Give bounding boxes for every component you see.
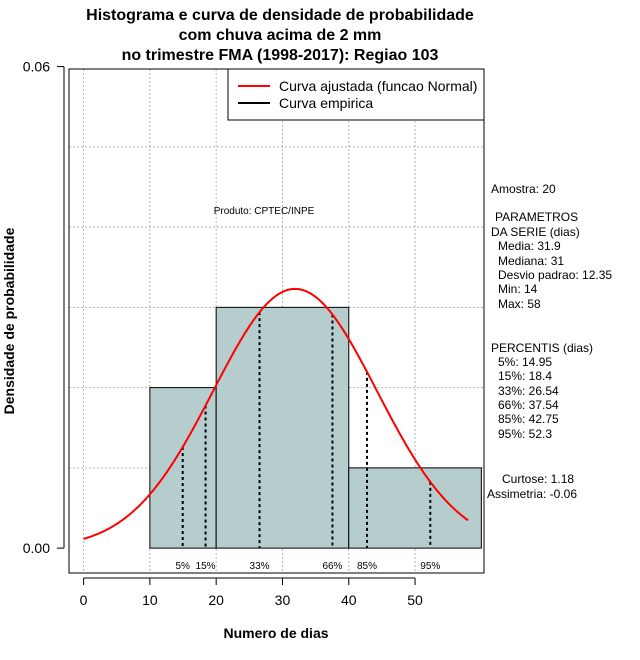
histogram-bar-3 bbox=[348, 467, 482, 549]
side-max: Max: 58 bbox=[498, 297, 541, 311]
title-line-2: com chuva acima de 2 mm bbox=[178, 27, 382, 44]
bar-layer bbox=[149, 306, 482, 549]
y-tick-label-1: 0.06 bbox=[23, 59, 50, 75]
side-desvio: Desvio padrao: 12.35 bbox=[498, 268, 613, 282]
percentile-label-5: 5% bbox=[175, 561, 190, 572]
percentile-label-15: 15% bbox=[196, 561, 216, 572]
x-tick-label-40: 40 bbox=[341, 592, 357, 608]
x-tick-label-0: 0 bbox=[80, 592, 88, 608]
side-curtose: Curtose: 1.18 bbox=[502, 472, 575, 486]
side-amostra: Amostra: 20 bbox=[491, 182, 556, 196]
percentile-label-66: 66% bbox=[322, 561, 342, 572]
side-media: Media: 31.9 bbox=[498, 239, 561, 253]
x-tick-label-50: 50 bbox=[407, 592, 423, 608]
x-tick-label-10: 10 bbox=[142, 592, 158, 608]
chart-title: Histograma e curva de densidade de proba… bbox=[60, 6, 500, 66]
legend-fitted-label: Curva ajustada (funcao Normal) bbox=[279, 78, 477, 94]
side-p85: 85%: 42.75 bbox=[498, 412, 559, 426]
y-tick-label-0: 0.00 bbox=[23, 540, 50, 556]
percentile-layer: 5% 15% 33% 66% 85% 95% bbox=[175, 312, 440, 572]
axis-layer: 0 10 20 30 40 50 0.00 0.06 bbox=[23, 59, 423, 608]
percentile-label-95: 95% bbox=[420, 561, 440, 572]
side-mediana: Mediana: 31 bbox=[498, 254, 565, 268]
percentile-label-85: 85% bbox=[357, 561, 377, 572]
x-axis-label: Numero de dias bbox=[223, 625, 328, 641]
side-p66: 66%: 37.54 bbox=[498, 398, 559, 412]
legend-empirical-label: Curva empirica bbox=[279, 95, 373, 111]
side-param-title-2: DA SERIE (dias) bbox=[491, 225, 580, 239]
side-p5: 5%: 14.95 bbox=[498, 355, 553, 369]
fitted-normal-curve bbox=[83, 287, 469, 540]
histogram-bar-2 bbox=[215, 306, 350, 549]
x-tick-label-20: 20 bbox=[208, 592, 224, 608]
grid-layer bbox=[69, 69, 484, 573]
side-param-title-1: PARAMETROS bbox=[495, 210, 579, 224]
legend-box bbox=[227, 68, 485, 121]
legend: Curva ajustada (funcao Normal) Curva emp… bbox=[227, 68, 485, 121]
side-assimetria: Assimetria: -0.06 bbox=[487, 487, 578, 501]
watermark-text: Produto: CPTEC/INPE bbox=[214, 206, 315, 217]
x-tick-label-30: 30 bbox=[275, 592, 291, 608]
y-axis-label: Densidade de probabilidade bbox=[1, 227, 17, 414]
side-p95: 95%: 52.3 bbox=[498, 427, 553, 441]
side-p15: 15%: 18.4 bbox=[498, 369, 553, 383]
title-line-3: no trimestre FMA (1998-2017): Regiao 103 bbox=[121, 47, 439, 64]
side-p33: 33%: 26.54 bbox=[498, 384, 559, 398]
percentile-label-33: 33% bbox=[250, 561, 270, 572]
title-line-1: Histograma e curva de densidade de proba… bbox=[86, 7, 474, 24]
side-min: Min: 14 bbox=[498, 282, 538, 296]
side-perc-title: PERCENTIS (dias) bbox=[491, 341, 594, 355]
